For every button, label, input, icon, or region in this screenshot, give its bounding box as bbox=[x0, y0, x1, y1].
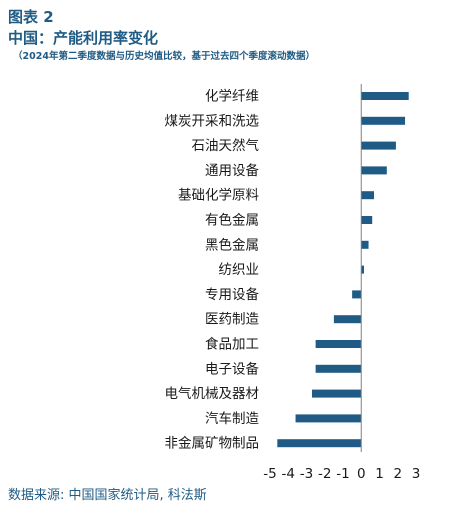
bar-2 bbox=[361, 141, 396, 150]
bar-4 bbox=[361, 191, 375, 200]
x-tick-labels: -5 -4 -3 -2 -1 0 1 2 3 bbox=[263, 466, 420, 480]
x-tick-label-8: 3 bbox=[412, 466, 421, 480]
bar-chart: 化学纤维煤炭开采和洗选石油天然气通用设备基础化学原料有色金属黑色金属纺织业专用设… bbox=[165, 84, 420, 480]
x-tick-label-1: -4 bbox=[282, 466, 295, 480]
category-label-14: 非金属矿物制品 bbox=[165, 436, 260, 452]
bar-13 bbox=[295, 414, 362, 423]
x-tick-label-0: -5 bbox=[263, 466, 276, 480]
bar-3 bbox=[361, 166, 387, 175]
category-label-9: 医药制造 bbox=[205, 312, 259, 328]
x-tick-label-3: -2 bbox=[318, 466, 331, 480]
chart-title: 中国：产能利用率变化 bbox=[8, 29, 159, 47]
figure-label: 图表 2 bbox=[8, 8, 54, 26]
bar-11 bbox=[315, 364, 362, 373]
category-label-8: 专用设备 bbox=[205, 286, 259, 303]
x-tick-label-2: -3 bbox=[300, 466, 313, 480]
category-label-4: 基础化学原料 bbox=[178, 187, 259, 204]
x-tick-label-5: 0 bbox=[357, 466, 366, 480]
bar-5 bbox=[361, 216, 373, 224]
category-label-12: 电气机械及器材 bbox=[165, 386, 260, 402]
bar-8 bbox=[352, 290, 362, 299]
category-label-11: 电子设备 bbox=[205, 360, 259, 377]
bar-10 bbox=[315, 340, 362, 348]
x-tick-label-4: -1 bbox=[336, 466, 349, 480]
category-label-6: 黑色金属 bbox=[205, 236, 259, 253]
bar-12 bbox=[311, 389, 362, 398]
category-label-2: 石油天然气 bbox=[192, 137, 260, 154]
category-label-7: 纺织业 bbox=[219, 262, 260, 278]
bar-0 bbox=[361, 92, 409, 100]
category-label-5: 有色金属 bbox=[205, 212, 259, 229]
category-label-10: 食品加工 bbox=[205, 336, 259, 353]
category-labels: 化学纤维煤炭开采和洗选石油天然气通用设备基础化学原料有色金属黑色金属纺织业专用设… bbox=[165, 89, 260, 452]
bar-7 bbox=[361, 265, 364, 274]
chart-subtitle: （2024年第二季度数据与历史均值比较，基于过去四个季度滚动数据） bbox=[13, 51, 315, 62]
category-label-13: 汽车制造 bbox=[205, 410, 259, 427]
x-tick-label-7: 2 bbox=[393, 466, 402, 480]
bar-6 bbox=[361, 240, 369, 249]
source-note: 数据来源: 中国国家统计局, 科法斯 bbox=[8, 488, 207, 503]
bars-group bbox=[277, 92, 409, 448]
category-label-1: 煤炭开采和洗选 bbox=[165, 113, 260, 129]
bar-1 bbox=[361, 116, 406, 125]
bar-9 bbox=[333, 315, 362, 324]
bar-14 bbox=[277, 439, 362, 448]
category-label-3: 通用设备 bbox=[205, 162, 259, 179]
category-label-0: 化学纤维 bbox=[205, 89, 259, 105]
x-tick-label-6: 1 bbox=[375, 466, 384, 480]
